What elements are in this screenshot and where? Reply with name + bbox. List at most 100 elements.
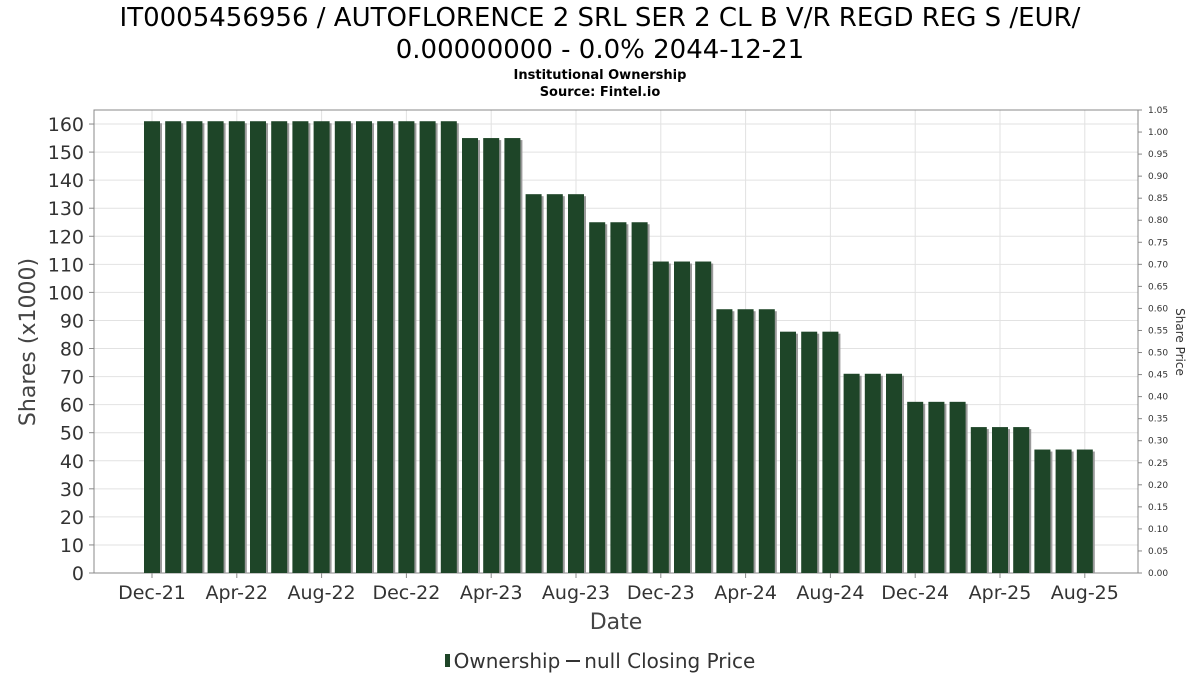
y-tick-label: 100	[48, 282, 84, 304]
x-tick-label: Apr-22	[205, 582, 268, 604]
y-tick-label: 140	[48, 170, 84, 192]
chart-subtitle: Institutional Ownership	[513, 68, 687, 83]
ownership-bar	[758, 309, 775, 573]
y2-tick-label: 0.75	[1148, 238, 1168, 248]
y2-tick-label: 0.65	[1148, 282, 1168, 292]
y2-tick-label: 1.05	[1148, 106, 1168, 116]
ownership-bar	[992, 427, 1008, 573]
y2-tick-label: 0.60	[1148, 304, 1168, 314]
x-tick-label: Aug-24	[796, 582, 864, 604]
y-tick-label: 20	[60, 507, 84, 529]
ownership-bar	[440, 121, 457, 573]
ownership-bar	[419, 121, 436, 573]
y2-tick-label: 0.45	[1148, 371, 1168, 381]
ownership-bar	[144, 121, 160, 573]
y2-tick-label: 0.35	[1148, 415, 1168, 425]
ownership-bar	[313, 121, 330, 573]
ownership-bar	[907, 401, 924, 573]
chart-title-line2: 0.00000000 - 0.0% 2044-12-21	[395, 35, 805, 65]
ownership-bar	[165, 121, 182, 573]
ownership-bar	[843, 373, 860, 573]
x-tick-label: Dec-22	[372, 582, 440, 604]
ownership-bar	[271, 121, 288, 573]
ownership-bar	[1013, 427, 1030, 573]
y-tick-label: 30	[60, 479, 84, 501]
ownership-bar	[207, 121, 224, 573]
bars-layer	[144, 121, 1095, 573]
x-tick-label: Dec-23	[627, 582, 695, 604]
ownership-legend-swatch	[444, 654, 450, 667]
x-tick-label: Apr-25	[969, 582, 1032, 604]
y2-tick-label: 0.95	[1148, 150, 1168, 160]
price-legend-label: null Closing Price	[584, 648, 756, 673]
y2-tick-label: 0.05	[1148, 547, 1168, 557]
ownership-bar	[886, 373, 902, 573]
ownership-bar	[864, 373, 881, 573]
y-tick-label: 160	[48, 114, 84, 136]
ownership-bar	[801, 331, 818, 573]
ownership-bar	[292, 121, 309, 573]
x-axis-label: Date	[590, 610, 643, 635]
x-tick-label: Dec-24	[881, 582, 949, 604]
x-tick-label: Dec-21	[118, 582, 186, 604]
ownership-bar	[610, 222, 627, 573]
ownership-bar	[568, 194, 584, 573]
y-tick-label: 120	[48, 226, 84, 248]
ownership-bar	[949, 401, 966, 573]
ownership-bar	[695, 261, 712, 573]
ownership-bar	[250, 121, 266, 573]
ownership-bar	[631, 222, 648, 573]
ownership-bar	[228, 121, 245, 573]
y2-tick-label: 0.15	[1148, 503, 1168, 513]
y2-tick-label: 0.85	[1148, 194, 1168, 204]
ownership-bar	[377, 121, 394, 573]
y2-axis-label: Share Price	[1173, 308, 1187, 376]
y-tick-label: 10	[60, 535, 84, 557]
y2-tick-label: 0.10	[1148, 525, 1168, 535]
axis-layer: 0 10 20 30 40 50 60 70 80 90 100 110 120 130 140 150 160…	[48, 106, 1169, 604]
y2-tick-label: 0.80	[1148, 216, 1168, 226]
y-tick-label: 50	[60, 423, 84, 445]
ownership-bar	[462, 138, 478, 573]
ownership-bar	[398, 121, 415, 573]
x-tick-label: Aug-23	[542, 582, 610, 604]
ownership-bar	[652, 261, 669, 573]
y-tick-label: 110	[48, 254, 84, 276]
y-tick-label: 130	[48, 198, 84, 220]
ownership-bar	[737, 309, 754, 573]
y-tick-label: 40	[60, 451, 84, 473]
y-tick-label: 80	[60, 339, 84, 361]
y2-tick-label: 0.20	[1148, 481, 1168, 491]
ownership-bar	[674, 261, 690, 573]
y2-tick-label: 0.55	[1148, 326, 1168, 336]
ownership-bar	[334, 121, 351, 573]
y-tick-label: 60	[60, 395, 84, 417]
y2-tick-label: 0.50	[1148, 349, 1168, 359]
ownership-bar	[356, 121, 372, 573]
price-legend-swatch	[566, 659, 581, 662]
ownership-bar	[822, 331, 839, 573]
ownership-bar	[483, 138, 500, 573]
ownership-bar	[928, 401, 945, 573]
y-tick-label: 150	[48, 142, 84, 164]
ownership-bar	[546, 194, 563, 573]
ownership-legend-label: Ownership	[453, 648, 561, 673]
y-tick-label: 0	[72, 563, 84, 585]
y2-tick-label: 0.30	[1148, 437, 1168, 447]
ownership-bar	[970, 427, 987, 573]
ownership-bar	[525, 194, 542, 573]
y2-tick-label: 0.70	[1148, 260, 1168, 270]
ownership-bar	[716, 309, 733, 573]
x-tick-label: Aug-25	[1051, 582, 1119, 604]
ownership-bar	[1034, 449, 1051, 573]
ownership-bar	[1076, 449, 1093, 573]
y2-tick-label: 0.40	[1148, 393, 1168, 403]
chart-title-line1: IT0005456956 / AUTOFLORENCE 2 SRL SER 2 …	[119, 3, 1081, 33]
chart-source: Source: Fintel.io	[539, 85, 661, 100]
y2-tick-label: 1.00	[1148, 128, 1168, 138]
ownership-bar	[186, 121, 203, 573]
y2-tick-label: 0.25	[1148, 459, 1168, 469]
y2-tick-label: 0.90	[1148, 172, 1168, 182]
x-tick-label: Aug-22	[288, 582, 356, 604]
